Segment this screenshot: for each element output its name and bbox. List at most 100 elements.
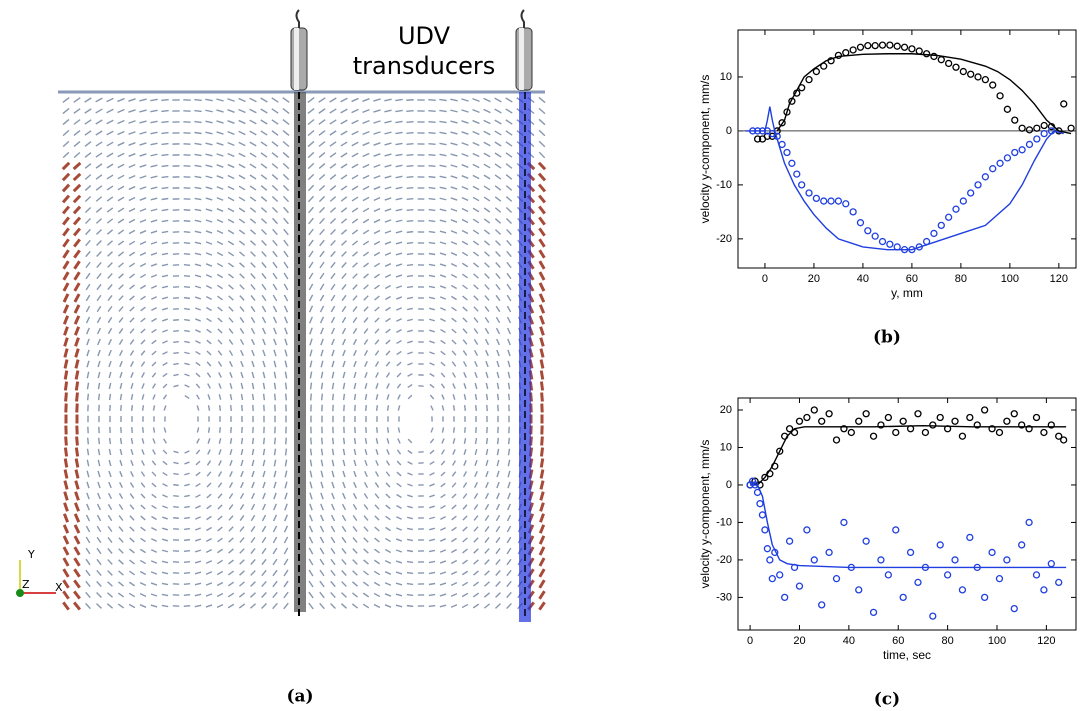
vector-arrow bbox=[260, 174, 268, 180]
vector-arrow bbox=[362, 108, 370, 114]
vector-arrow bbox=[450, 604, 458, 608]
vector-arrow bbox=[183, 296, 191, 300]
vector-arrow bbox=[407, 472, 413, 476]
vector-arrow bbox=[363, 339, 369, 345]
vector-arrow bbox=[495, 316, 501, 324]
vector-arrow bbox=[319, 261, 325, 269]
vector-arrow bbox=[238, 207, 246, 213]
x-tick-label: 60 bbox=[906, 273, 918, 285]
transducer bbox=[515, 9, 533, 91]
vector-arrow bbox=[507, 393, 511, 401]
vector-arrow bbox=[340, 163, 348, 169]
vector-arrow bbox=[406, 263, 414, 267]
vector-arrow bbox=[217, 482, 223, 488]
vector-arrow bbox=[150, 208, 158, 212]
vector-arrow bbox=[352, 503, 358, 511]
vector-arrow bbox=[251, 393, 255, 401]
vector-arrow bbox=[72, 172, 82, 182]
vector-arrow bbox=[341, 273, 347, 279]
vector-arrow bbox=[62, 293, 70, 303]
vector-arrow bbox=[183, 253, 191, 255]
vector-arrow bbox=[260, 130, 268, 136]
vector-arrow bbox=[62, 238, 70, 248]
vector-arrow bbox=[217, 284, 223, 290]
vector-arrow bbox=[330, 294, 336, 302]
vector-arrow bbox=[195, 527, 201, 531]
vector-arrow bbox=[227, 262, 235, 268]
vector-arrow bbox=[373, 98, 381, 102]
vector-arrow bbox=[64, 392, 68, 402]
vector-arrow bbox=[284, 349, 288, 357]
vector-arrow bbox=[407, 373, 413, 377]
vector-arrow bbox=[194, 109, 202, 113]
vector-arrow bbox=[96, 327, 102, 335]
vector-arrow bbox=[396, 493, 402, 499]
vector-arrow bbox=[308, 558, 314, 566]
vector-arrow bbox=[331, 349, 335, 357]
marker bbox=[893, 42, 901, 50]
vector-arrow bbox=[205, 98, 213, 102]
vector-arrow bbox=[62, 129, 70, 137]
vector-arrow bbox=[173, 461, 179, 465]
vector-arrow bbox=[228, 515, 234, 521]
marker bbox=[1018, 541, 1026, 549]
vector-arrow bbox=[108, 437, 112, 445]
vector-arrow bbox=[506, 547, 512, 555]
vector-arrow bbox=[429, 472, 435, 476]
marker bbox=[936, 541, 944, 549]
vector-arrow bbox=[329, 141, 337, 147]
vector-arrow bbox=[183, 274, 191, 278]
vector-arrow bbox=[86, 349, 90, 357]
vector-arrow bbox=[261, 261, 267, 269]
vector-arrow bbox=[227, 603, 235, 609]
vector-arrow bbox=[376, 427, 378, 433]
vector-arrow bbox=[161, 230, 169, 234]
vector-arrow bbox=[507, 492, 511, 500]
vector-arrow bbox=[307, 195, 315, 203]
vector-arrow bbox=[85, 294, 91, 302]
vector-arrow bbox=[495, 272, 501, 280]
vector-arrow bbox=[272, 514, 278, 522]
caption: (a) bbox=[286, 687, 313, 707]
vector-arrow bbox=[374, 295, 380, 301]
vector-arrow bbox=[363, 284, 369, 290]
vector-arrow bbox=[140, 548, 146, 554]
vector-arrow bbox=[329, 207, 337, 213]
vector-arrow bbox=[63, 348, 69, 358]
vector-arrow bbox=[373, 142, 381, 146]
vector-arrow bbox=[128, 131, 136, 135]
vector-arrow bbox=[249, 603, 257, 609]
vector-arrow bbox=[183, 605, 191, 607]
vector-arrow bbox=[150, 582, 158, 586]
vector-arrow bbox=[205, 274, 213, 278]
vector-arrow bbox=[271, 108, 279, 114]
vector-arrow bbox=[62, 590, 70, 600]
vector-arrow bbox=[273, 382, 277, 390]
vector-arrow bbox=[483, 229, 491, 235]
marker bbox=[980, 593, 989, 602]
vector-arrow bbox=[429, 494, 435, 498]
vector-arrow bbox=[271, 163, 279, 169]
vector-arrow bbox=[261, 514, 267, 522]
vector-arrow bbox=[85, 239, 91, 247]
vector-arrow bbox=[63, 337, 69, 347]
vector-arrow bbox=[129, 317, 135, 323]
vector-arrow bbox=[385, 482, 391, 488]
vector-arrow bbox=[307, 184, 315, 192]
vector-arrow bbox=[184, 483, 190, 487]
vector-arrow bbox=[249, 185, 257, 191]
vector-arrow bbox=[161, 549, 169, 553]
vector-arrow bbox=[162, 340, 168, 344]
y-axis-label: velocity y-component, mm/s bbox=[698, 440, 712, 589]
vector-arrow bbox=[217, 493, 223, 499]
vector-arrow bbox=[272, 558, 278, 566]
vector-arrow bbox=[352, 317, 358, 323]
vector-arrow bbox=[331, 492, 335, 500]
vector-arrow bbox=[362, 229, 370, 235]
vector-arrow bbox=[452, 383, 456, 389]
vector-arrow bbox=[374, 317, 380, 323]
vector-arrow bbox=[217, 328, 223, 334]
vector-arrow bbox=[351, 130, 359, 136]
vector-arrow bbox=[331, 393, 335, 401]
vector-arrow bbox=[485, 349, 489, 357]
